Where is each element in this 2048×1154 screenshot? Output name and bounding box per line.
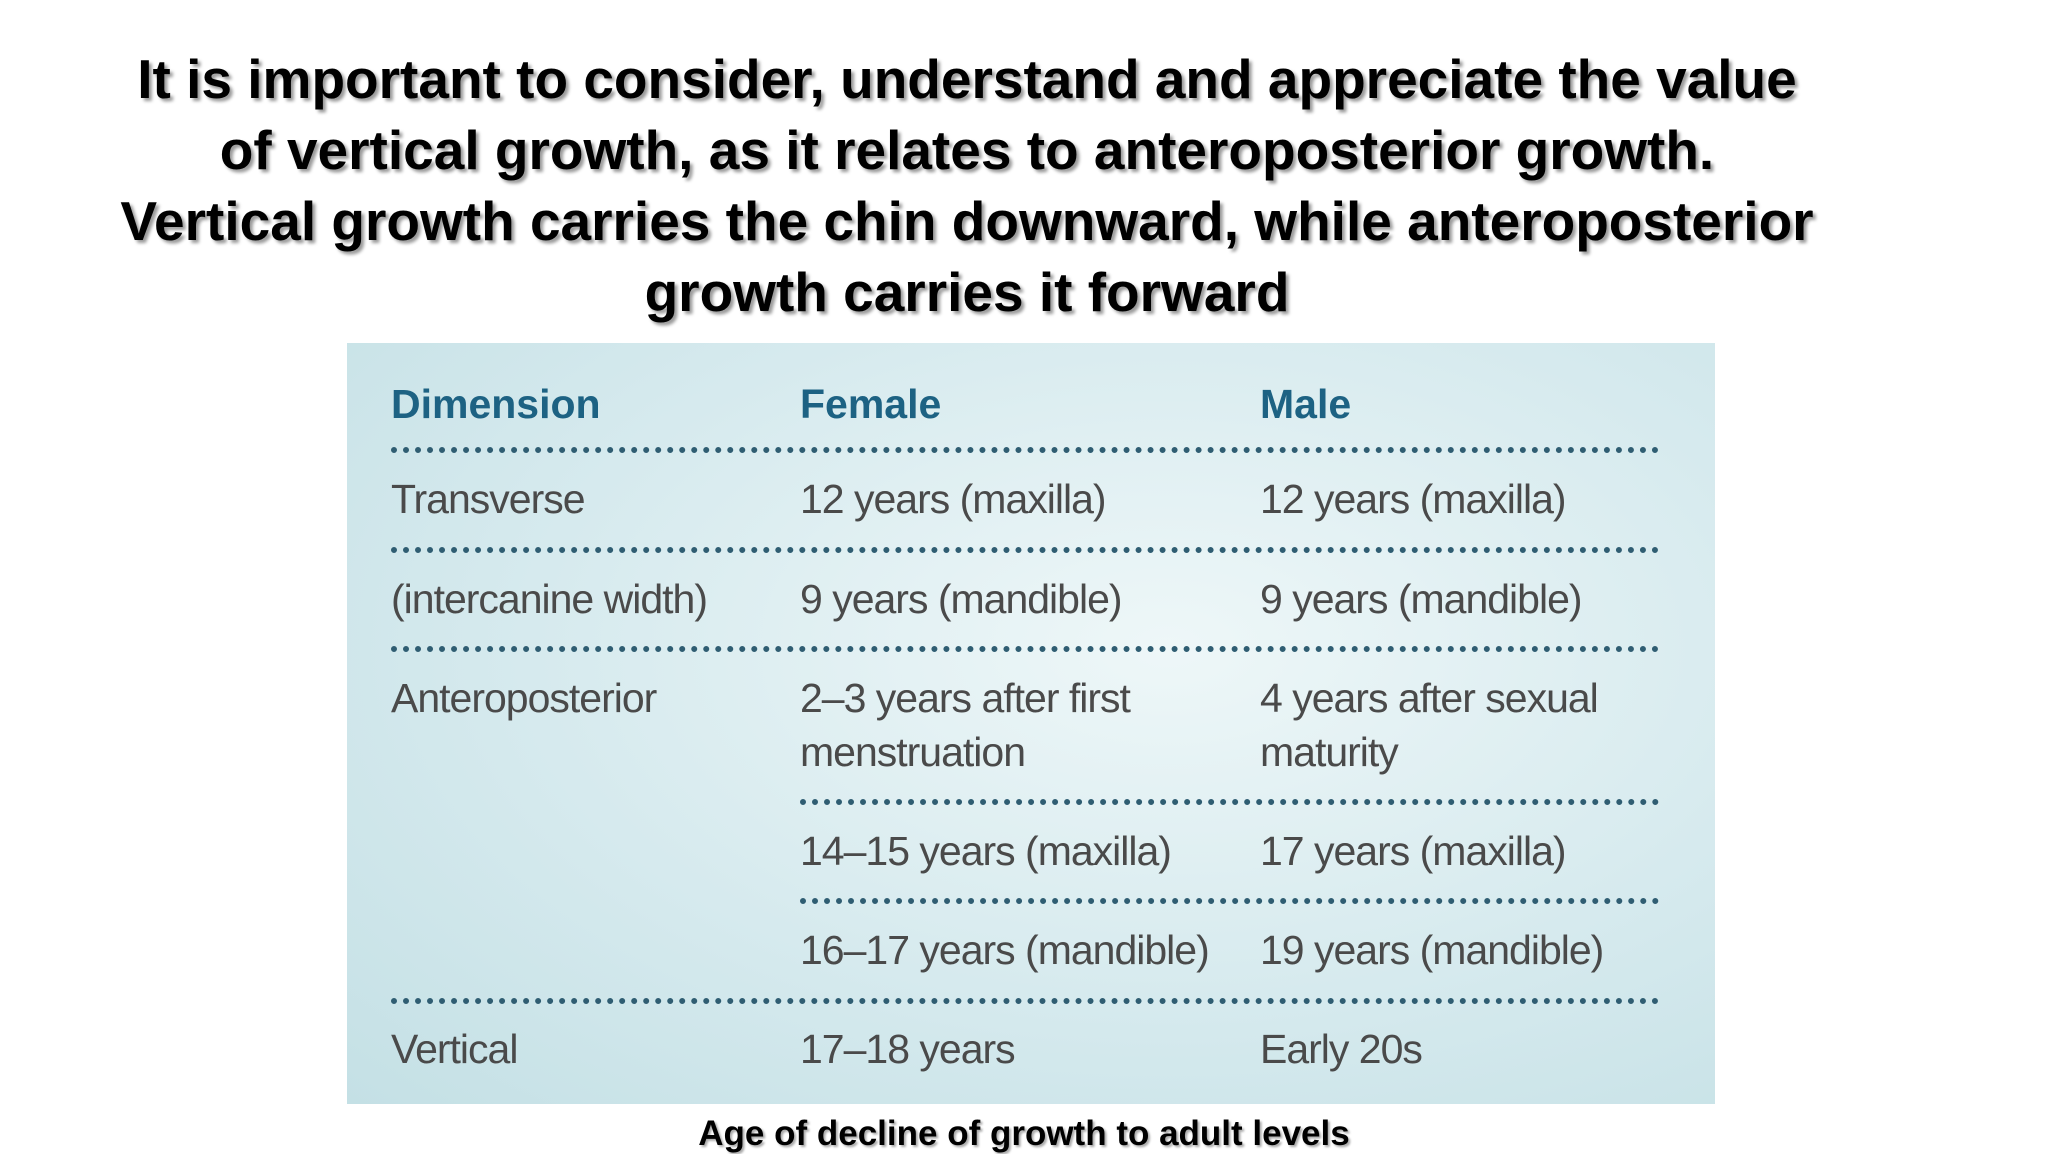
table-cell: 9 years (mandible) bbox=[1260, 576, 1583, 622]
caption: Age of decline of growth to adult levels bbox=[698, 1114, 1350, 1153]
table-cell: 17 years (maxilla) bbox=[1260, 828, 1567, 874]
table-cell: 19 years (mandible) bbox=[1260, 927, 1604, 973]
table-cell: 2–3 years after first menstruation bbox=[800, 675, 1131, 775]
table-cell: Vertical bbox=[391, 1026, 518, 1072]
table-cell: 17–18 years bbox=[800, 1026, 1016, 1072]
row-divider bbox=[391, 447, 1659, 453]
table-cell: 4 years after sexual maturity bbox=[1260, 675, 1599, 775]
table-cell: 14–15 years (maxilla) bbox=[800, 828, 1172, 874]
table-cell: Early 20s bbox=[1260, 1026, 1423, 1072]
table-cell: 9 years (mandible) bbox=[800, 576, 1123, 622]
row-divider bbox=[391, 646, 1659, 652]
row-divider bbox=[800, 898, 1659, 904]
table-cell: 12 years (maxilla) bbox=[800, 476, 1107, 522]
table-cell: 12 years (maxilla) bbox=[1260, 476, 1567, 522]
heading: It is important to consider, understand … bbox=[120, 48, 1814, 323]
column-header: Female bbox=[800, 381, 942, 427]
table-cell: Anteroposterior bbox=[391, 675, 657, 721]
table-cell: 16–17 years (mandible) bbox=[800, 927, 1210, 973]
table-cell: Transverse bbox=[391, 476, 586, 522]
table: Dimension Female Male Transverse 12 years (m… bbox=[347, 343, 1715, 1104]
row-divider bbox=[391, 998, 1659, 1004]
row-divider bbox=[800, 799, 1659, 805]
table-cell: (intercanine width) bbox=[391, 576, 708, 622]
row-divider bbox=[391, 547, 1659, 553]
column-header: Dimension bbox=[391, 381, 601, 427]
column-header: Male bbox=[1260, 381, 1352, 427]
